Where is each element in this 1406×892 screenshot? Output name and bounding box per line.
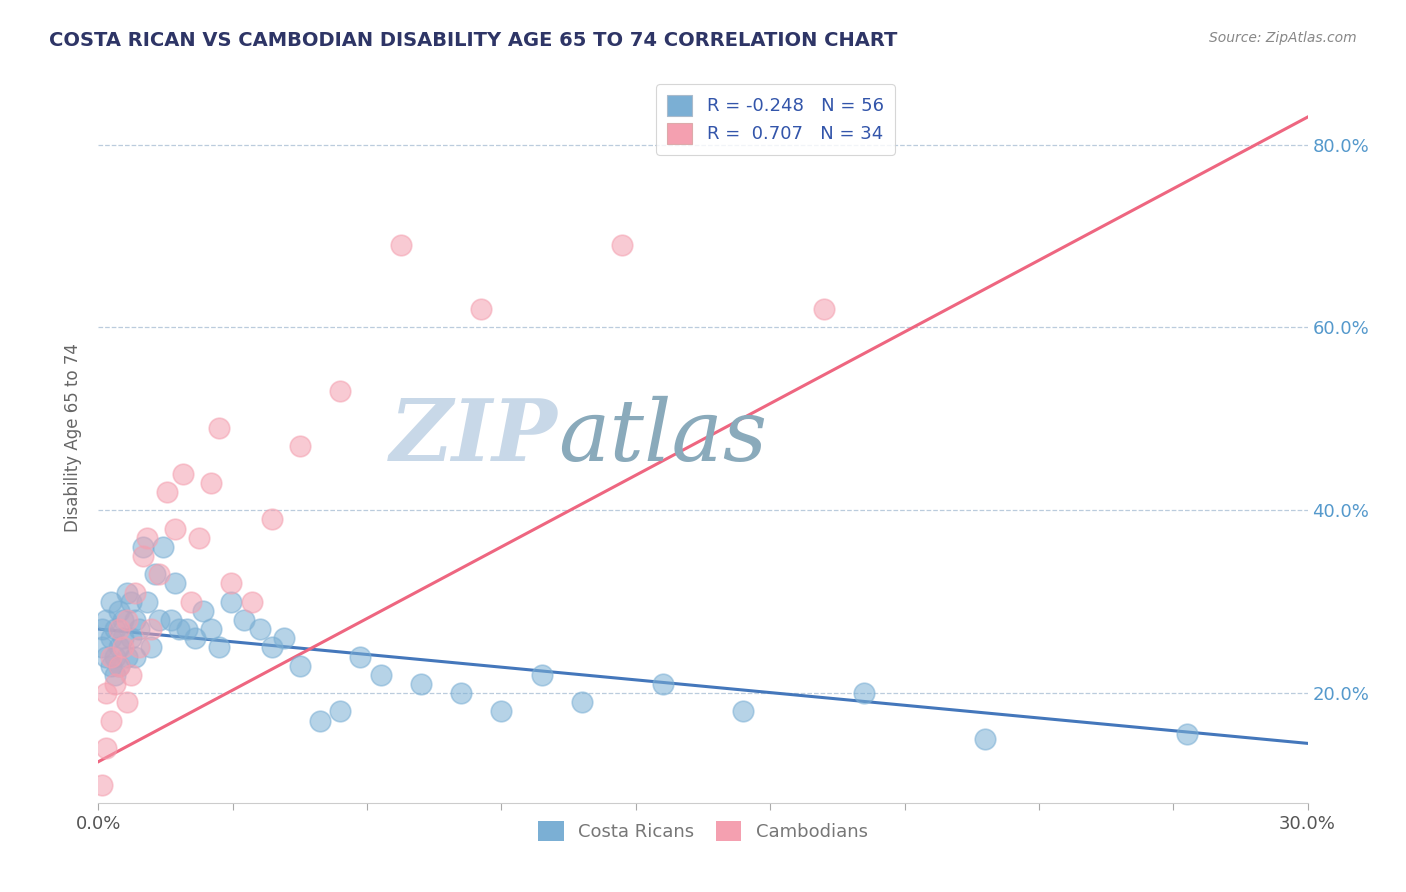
Point xyxy=(193,604,215,618)
Point xyxy=(132,549,155,563)
Point xyxy=(100,632,122,646)
Point xyxy=(111,640,134,655)
Point xyxy=(100,649,122,664)
Point xyxy=(651,677,673,691)
Point xyxy=(107,658,129,673)
Point xyxy=(152,540,174,554)
Point xyxy=(571,695,593,709)
Point xyxy=(176,622,198,636)
Point xyxy=(100,714,122,728)
Point xyxy=(100,658,122,673)
Point xyxy=(260,640,283,655)
Point xyxy=(349,649,371,664)
Point xyxy=(200,475,222,490)
Point xyxy=(139,622,162,636)
Point xyxy=(143,567,166,582)
Point xyxy=(200,622,222,636)
Point xyxy=(232,613,254,627)
Point xyxy=(148,613,170,627)
Point xyxy=(120,632,142,646)
Point xyxy=(91,640,114,655)
Point xyxy=(974,731,997,746)
Point xyxy=(135,594,157,608)
Point xyxy=(135,531,157,545)
Point xyxy=(120,667,142,681)
Point xyxy=(111,632,134,646)
Point xyxy=(156,485,179,500)
Point xyxy=(450,686,472,700)
Point xyxy=(96,740,118,755)
Point xyxy=(221,576,243,591)
Point xyxy=(329,705,352,719)
Point xyxy=(172,467,194,481)
Point xyxy=(124,585,146,599)
Point xyxy=(163,521,186,535)
Point xyxy=(163,576,186,591)
Point xyxy=(612,238,634,252)
Point xyxy=(91,778,114,792)
Point xyxy=(103,622,125,636)
Point xyxy=(107,622,129,636)
Point xyxy=(111,613,134,627)
Point xyxy=(370,667,392,681)
Point xyxy=(103,649,125,664)
Point xyxy=(103,677,125,691)
Point xyxy=(260,512,283,526)
Point xyxy=(128,622,150,636)
Point xyxy=(139,640,162,655)
Point xyxy=(128,640,150,655)
Point xyxy=(470,302,492,317)
Point xyxy=(96,613,118,627)
Text: atlas: atlas xyxy=(558,396,768,478)
Point xyxy=(249,622,271,636)
Point xyxy=(409,677,432,691)
Point xyxy=(120,594,142,608)
Point xyxy=(167,622,190,636)
Point xyxy=(208,421,231,435)
Point xyxy=(160,613,183,627)
Point xyxy=(288,439,311,453)
Point xyxy=(240,594,263,608)
Point xyxy=(115,613,138,627)
Point xyxy=(853,686,876,700)
Point xyxy=(96,649,118,664)
Point xyxy=(107,658,129,673)
Point xyxy=(221,594,243,608)
Legend: Costa Ricans, Cambodians: Costa Ricans, Cambodians xyxy=(531,814,875,848)
Point xyxy=(273,632,295,646)
Point xyxy=(188,531,211,545)
Point xyxy=(1175,727,1198,741)
Point xyxy=(115,649,138,664)
Point xyxy=(329,384,352,399)
Point xyxy=(115,695,138,709)
Text: ZIP: ZIP xyxy=(389,395,558,479)
Point xyxy=(96,686,118,700)
Point xyxy=(115,585,138,599)
Point xyxy=(148,567,170,582)
Point xyxy=(288,658,311,673)
Point xyxy=(180,594,202,608)
Point xyxy=(309,714,332,728)
Point xyxy=(124,613,146,627)
Point xyxy=(107,604,129,618)
Text: COSTA RICAN VS CAMBODIAN DISABILITY AGE 65 TO 74 CORRELATION CHART: COSTA RICAN VS CAMBODIAN DISABILITY AGE … xyxy=(49,31,897,50)
Point xyxy=(733,705,755,719)
Point xyxy=(184,632,207,646)
Point xyxy=(107,640,129,655)
Point xyxy=(91,622,114,636)
Point xyxy=(813,302,835,317)
Point xyxy=(389,238,412,252)
Y-axis label: Disability Age 65 to 74: Disability Age 65 to 74 xyxy=(65,343,83,532)
Text: Source: ZipAtlas.com: Source: ZipAtlas.com xyxy=(1209,31,1357,45)
Point xyxy=(132,540,155,554)
Point xyxy=(124,649,146,664)
Point xyxy=(530,667,553,681)
Point xyxy=(100,594,122,608)
Point xyxy=(491,705,513,719)
Point xyxy=(103,667,125,681)
Point xyxy=(208,640,231,655)
